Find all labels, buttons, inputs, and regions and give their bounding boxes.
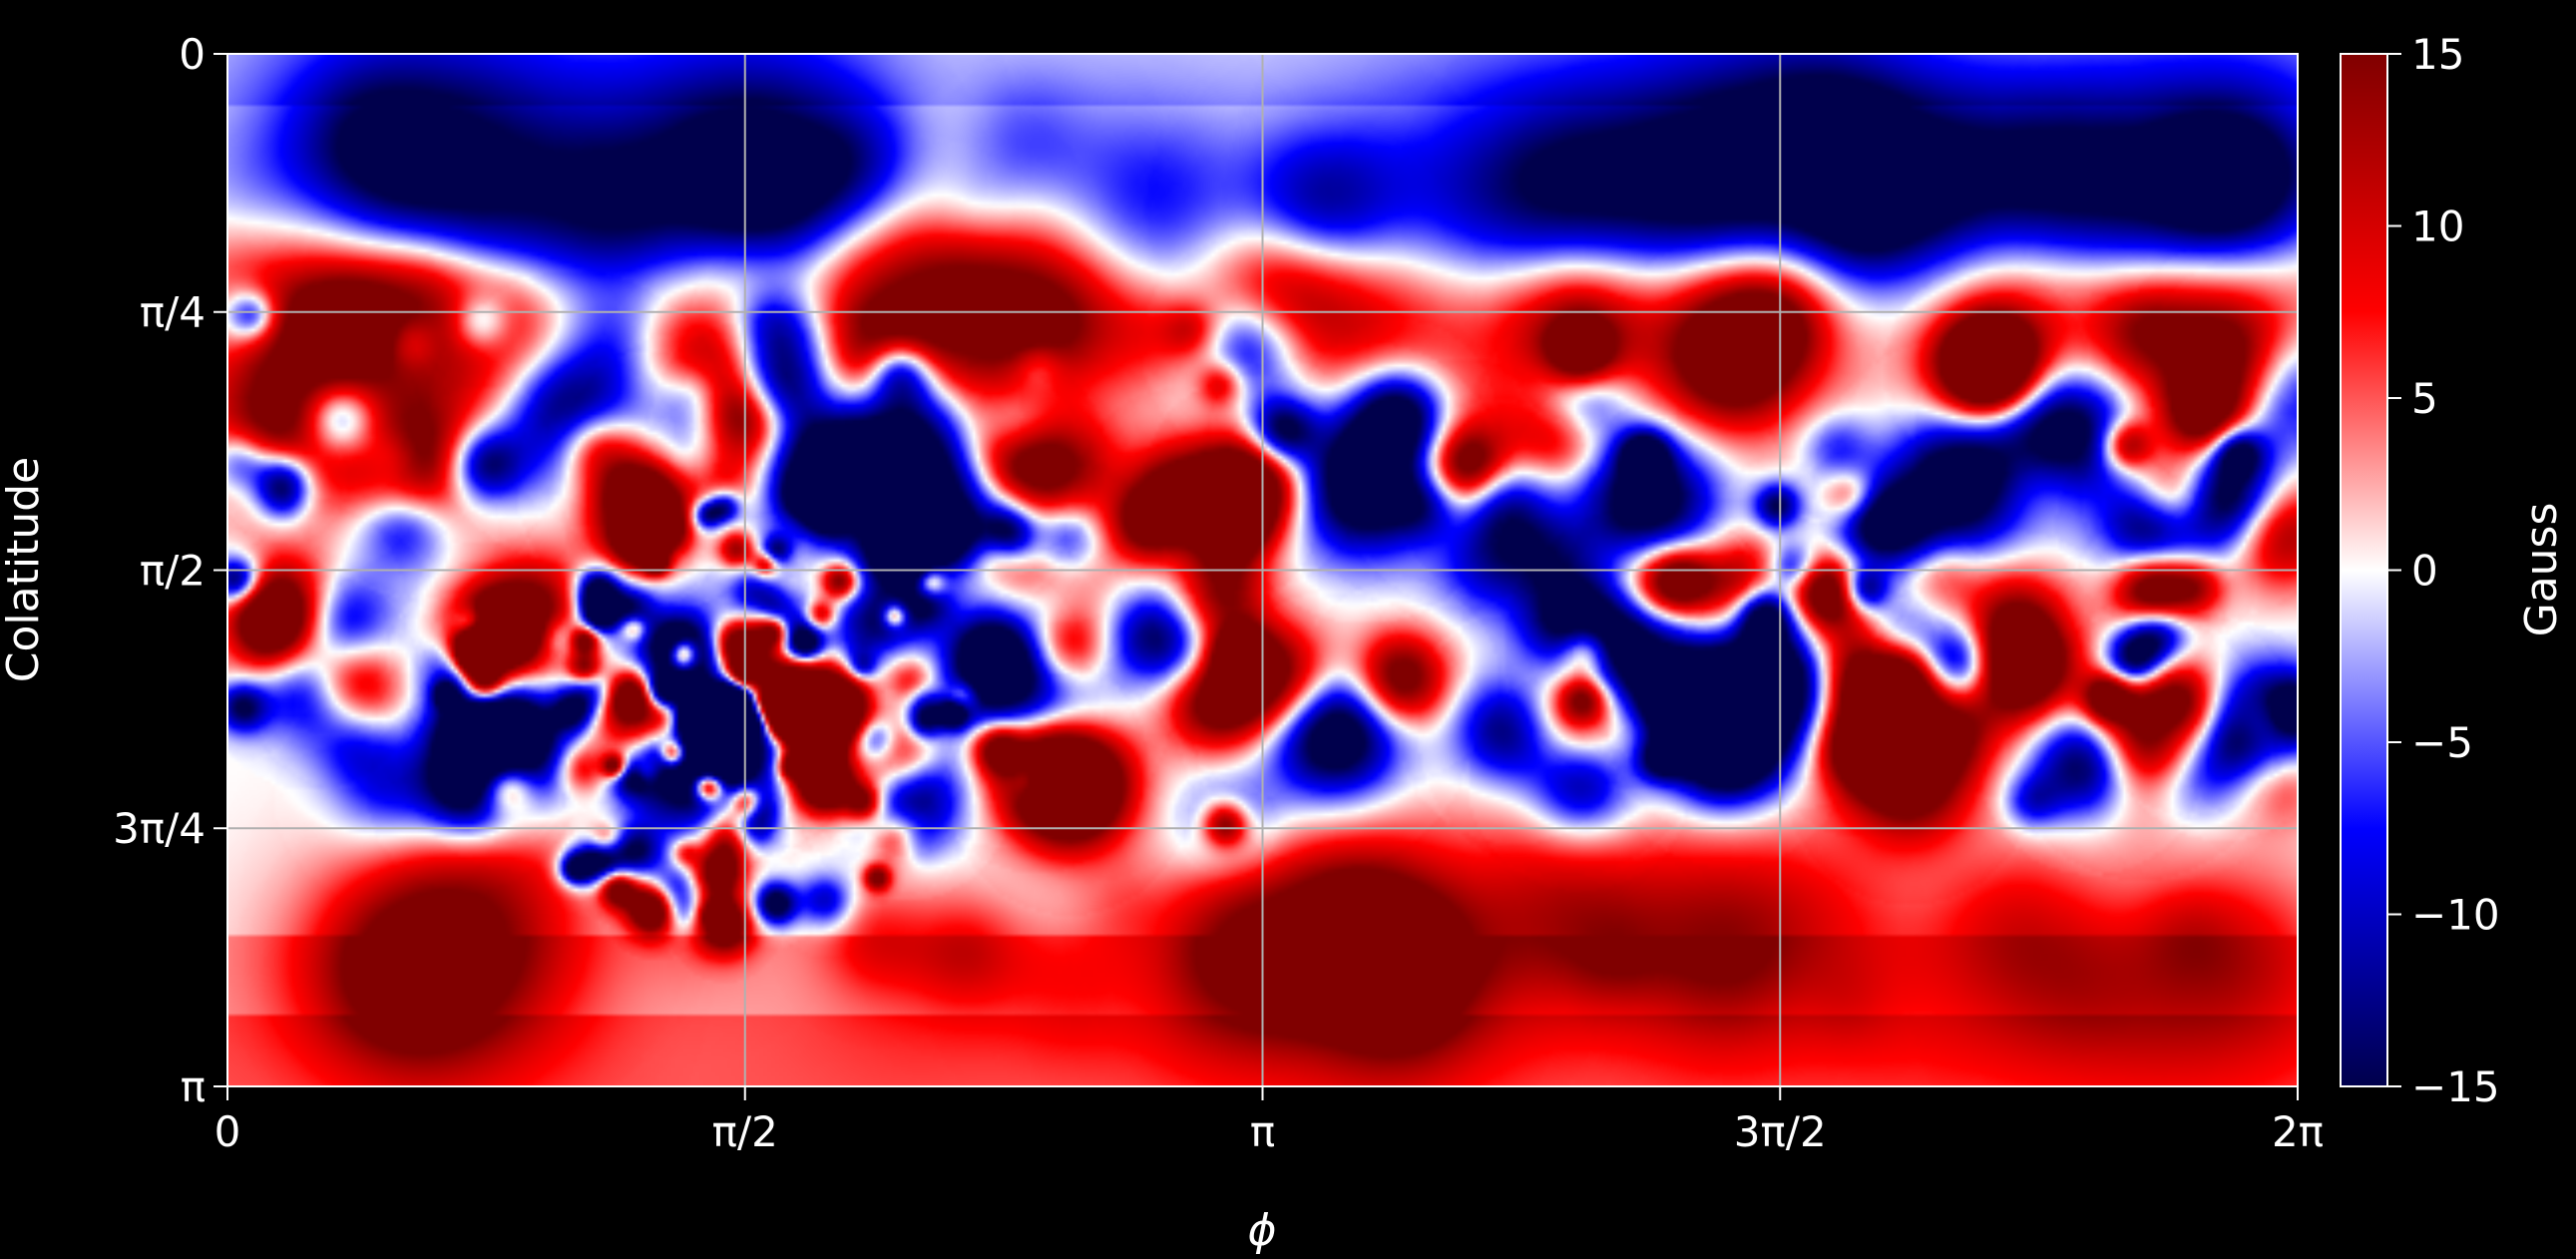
x-tick-label: 3π/2 [1734,1107,1827,1156]
colorbar-ticks: 15 10 5 0 −5 −10 −15 [2387,30,2500,1111]
y-tick-label: 0 [179,30,206,79]
colorbar-gradient [2340,53,2388,1087]
colorbar: 15 10 5 0 −5 −10 −15 Gauss [2340,30,2567,1111]
colorbar-tick-label: −10 [2411,891,2500,940]
y-tick-label: π/4 [140,288,206,337]
x-tick-label: π/2 [712,1107,778,1156]
x-tick-label: 2π [2272,1107,2324,1156]
x-tick-label: π [1250,1107,1275,1156]
colorbar-tick-label: 5 [2411,374,2438,423]
y-tick-label: π/2 [140,546,206,595]
x-axis-label: ϕ [1247,1205,1276,1256]
colorbar-tick-label: 0 [2411,547,2438,596]
y-axis-label: Colatitude [0,457,49,682]
colorbar-tick-label: 10 [2411,203,2464,251]
colorbar-tick-label: 15 [2411,30,2464,79]
x-axis: 0 π/2 π 3π/2 2π [215,1086,2324,1156]
plot-area [226,53,2299,1087]
colorbar-label: Gauss [2516,503,2567,637]
colorbar-tick-label: −5 [2411,718,2473,767]
y-axis: 0 π/4 π/2 3π/4 π [113,30,227,1111]
colorbar-tick-label: −15 [2411,1062,2500,1111]
y-tick-label: π [181,1062,206,1111]
y-tick-label: 3π/4 [113,804,206,853]
x-tick-label: 0 [215,1107,241,1156]
